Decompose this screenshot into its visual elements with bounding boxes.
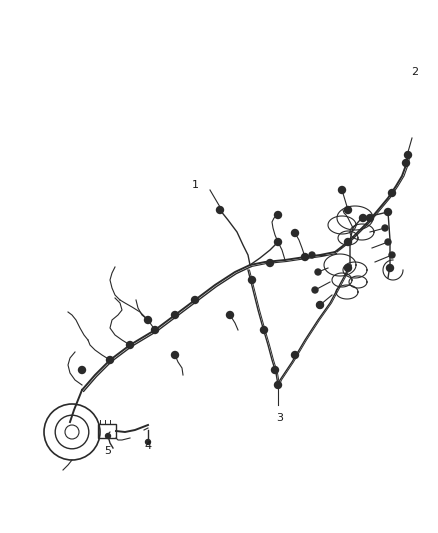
Text: 5: 5 <box>105 446 112 456</box>
Circle shape <box>317 302 324 309</box>
Text: 4: 4 <box>145 441 152 451</box>
Circle shape <box>382 225 388 231</box>
Text: 3: 3 <box>276 413 283 423</box>
Circle shape <box>301 254 308 261</box>
Circle shape <box>386 264 393 271</box>
Circle shape <box>389 252 395 258</box>
Circle shape <box>385 239 391 245</box>
Circle shape <box>127 342 134 349</box>
Circle shape <box>360 214 367 222</box>
Circle shape <box>312 287 318 293</box>
Circle shape <box>292 351 299 359</box>
Circle shape <box>403 159 410 166</box>
Circle shape <box>315 269 321 275</box>
Circle shape <box>345 238 352 246</box>
Circle shape <box>275 382 282 389</box>
Circle shape <box>339 187 346 193</box>
Circle shape <box>345 264 352 271</box>
Circle shape <box>367 214 374 222</box>
Circle shape <box>172 351 179 359</box>
Text: 2: 2 <box>411 67 419 77</box>
Circle shape <box>385 208 392 215</box>
Circle shape <box>389 190 396 197</box>
Circle shape <box>292 230 299 237</box>
Circle shape <box>191 296 198 303</box>
Circle shape <box>106 433 110 439</box>
Circle shape <box>145 440 151 445</box>
Circle shape <box>106 357 113 364</box>
Circle shape <box>317 302 323 308</box>
Circle shape <box>261 327 268 334</box>
Circle shape <box>216 206 223 214</box>
Bar <box>98 424 116 438</box>
Circle shape <box>152 327 159 334</box>
Circle shape <box>266 260 273 266</box>
Circle shape <box>226 311 233 319</box>
Circle shape <box>248 277 255 284</box>
Circle shape <box>405 151 411 158</box>
Circle shape <box>272 367 279 374</box>
Circle shape <box>275 238 282 246</box>
Circle shape <box>275 212 282 219</box>
Circle shape <box>145 317 152 324</box>
Circle shape <box>78 367 85 374</box>
Circle shape <box>309 252 315 258</box>
Circle shape <box>172 311 179 319</box>
Text: 1: 1 <box>191 180 198 190</box>
Circle shape <box>345 206 352 214</box>
